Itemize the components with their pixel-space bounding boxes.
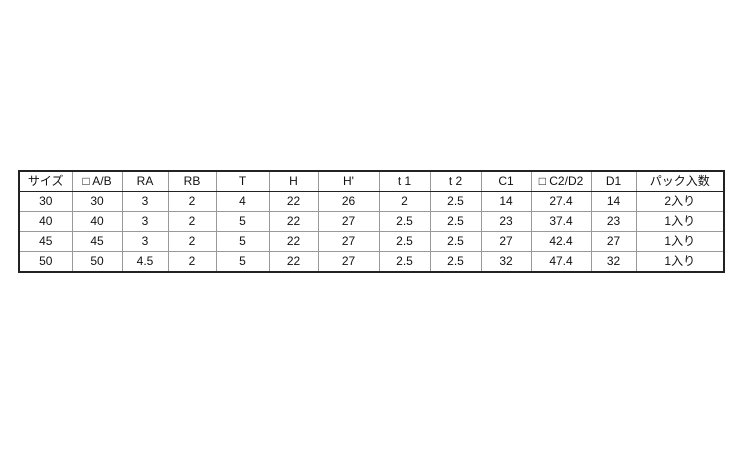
table-cell: 5	[215, 231, 270, 252]
table-cell: 27	[317, 251, 380, 273]
table-cell: 23	[480, 211, 532, 232]
table-row: 40 40 3 2 5 22 27 2.5 2.5 23 37.4 23 1入り	[18, 211, 725, 232]
column-header: H	[268, 170, 319, 192]
column-header: C1	[480, 170, 532, 192]
table-cell: 3	[121, 191, 169, 212]
table-cell: 45	[71, 231, 123, 252]
table-cell: 27	[317, 211, 380, 232]
table-cell: 2	[378, 191, 431, 212]
table-cell: 2	[167, 251, 217, 273]
table-row: 45 45 3 2 5 22 27 2.5 2.5 27 42.4 27 1入り	[18, 231, 725, 252]
table-cell: 22	[268, 211, 319, 232]
table-cell: 2.5	[429, 251, 482, 273]
table-cell: 27	[317, 231, 380, 252]
table-cell: 2	[167, 231, 217, 252]
table-cell: 2.5	[378, 251, 431, 273]
table-cell: 2.5	[429, 191, 482, 212]
column-header: □ A/B	[71, 170, 123, 192]
column-header: RB	[167, 170, 217, 192]
table-cell: 50	[18, 251, 73, 273]
table-cell: 5	[215, 251, 270, 273]
table-cell: 40	[18, 211, 73, 232]
table-cell: 4.5	[121, 251, 169, 273]
table-cell: 47.4	[530, 251, 592, 273]
table-cell: 27	[590, 231, 637, 252]
table-cell: 23	[590, 211, 637, 232]
table-cell: 50	[71, 251, 123, 273]
table-cell: 2.5	[429, 231, 482, 252]
column-header: D1	[590, 170, 637, 192]
table-cell: 27	[480, 231, 532, 252]
table-cell: 30	[18, 191, 73, 212]
table-cell: 22	[268, 231, 319, 252]
table-cell: 22	[268, 191, 319, 212]
column-header: □ C2/D2	[530, 170, 592, 192]
table-cell: 37.4	[530, 211, 592, 232]
table-cell: 26	[317, 191, 380, 212]
column-header: t 1	[378, 170, 431, 192]
table-cell: 32	[590, 251, 637, 273]
table-row: 30 30 3 2 4 22 26 2 2.5 14 27.4 14 2入り	[18, 191, 725, 212]
table-cell: 4	[215, 191, 270, 212]
table-cell: 1入り	[635, 231, 725, 252]
column-header: t 2	[429, 170, 482, 192]
table-cell: 2入り	[635, 191, 725, 212]
table-cell: 5	[215, 211, 270, 232]
column-header: RA	[121, 170, 169, 192]
table-cell: 45	[18, 231, 73, 252]
table-cell: 2.5	[429, 211, 482, 232]
table-cell: 3	[121, 231, 169, 252]
table-cell: 27.4	[530, 191, 592, 212]
table-cell: 2.5	[378, 231, 431, 252]
column-header: パック入数	[635, 170, 725, 192]
table-cell: 14	[590, 191, 637, 212]
table-cell: 2	[167, 211, 217, 232]
table-cell: 2.5	[378, 211, 431, 232]
column-header: H'	[317, 170, 380, 192]
table-cell: 14	[480, 191, 532, 212]
table-cell: 30	[71, 191, 123, 212]
table-cell: 32	[480, 251, 532, 273]
table-cell: 22	[268, 251, 319, 273]
column-header: T	[215, 170, 270, 192]
table-cell: 1入り	[635, 211, 725, 232]
table-cell: 3	[121, 211, 169, 232]
table-cell: 42.4	[530, 231, 592, 252]
table-row: 50 50 4.5 2 5 22 27 2.5 2.5 32 47.4 32 1入り	[18, 251, 725, 273]
table-cell: 1入り	[635, 251, 725, 273]
table-cell: 2	[167, 191, 217, 212]
column-header: サイズ	[18, 170, 73, 192]
table-cell: 40	[71, 211, 123, 232]
